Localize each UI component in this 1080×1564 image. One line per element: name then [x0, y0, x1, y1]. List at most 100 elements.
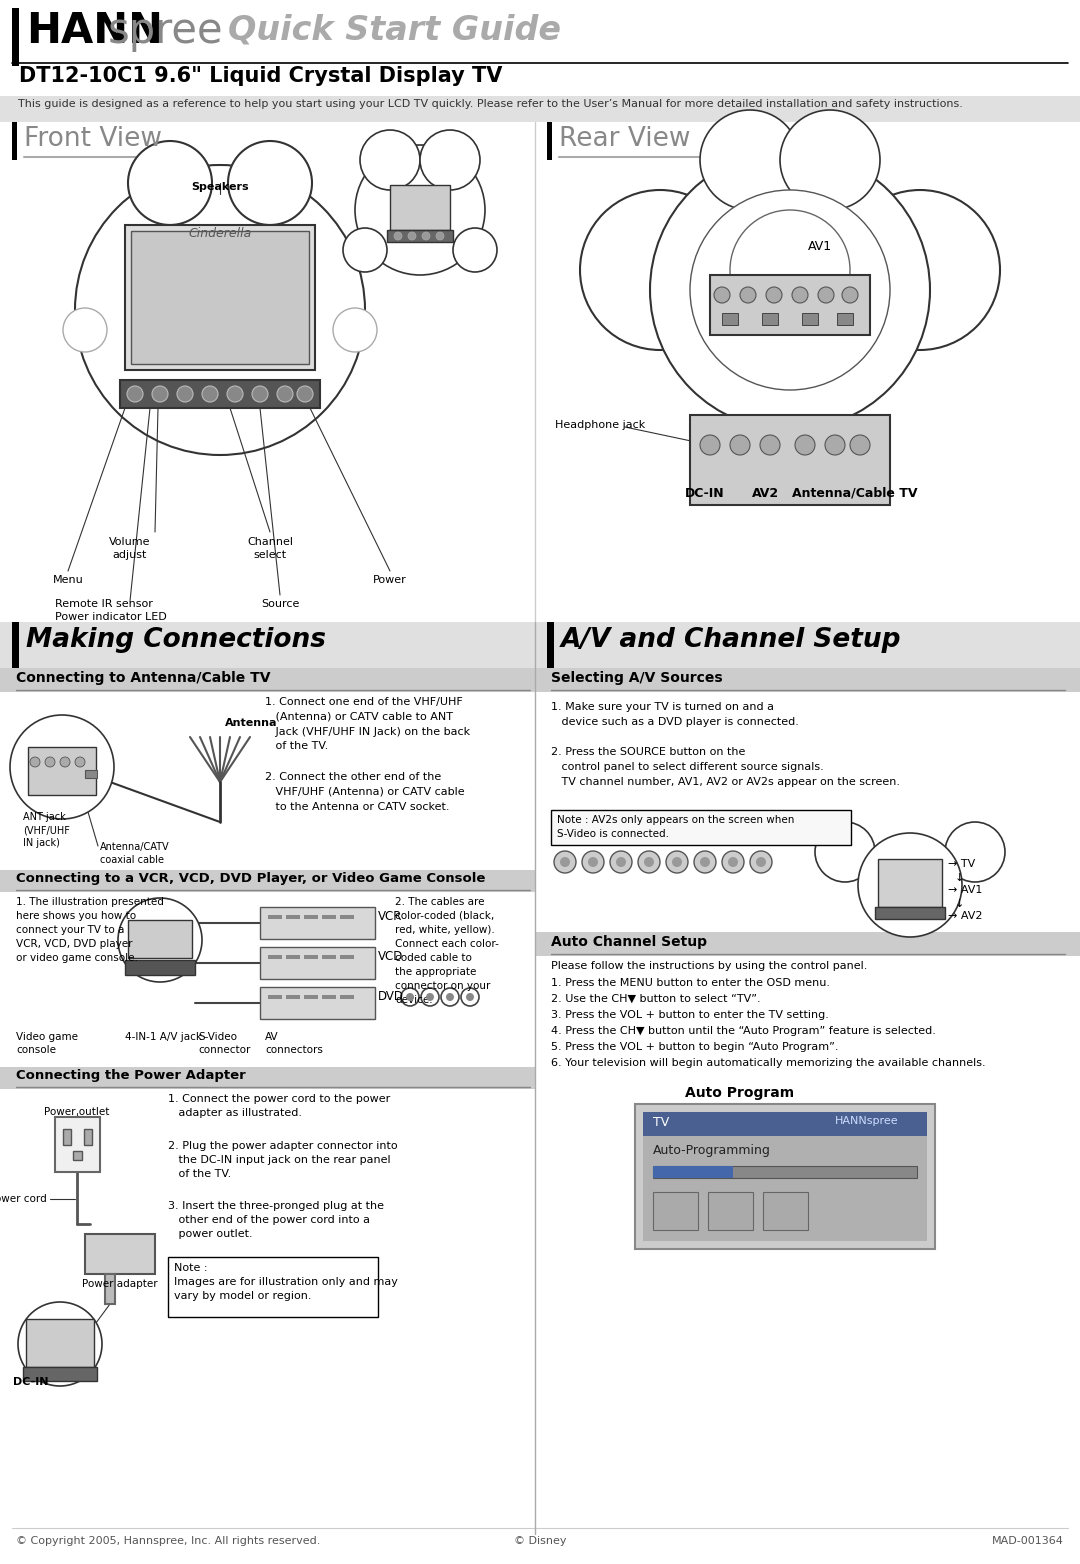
Bar — [0, 122, 1080, 622]
Circle shape — [582, 851, 604, 873]
Circle shape — [202, 386, 218, 402]
Bar — [535, 122, 1080, 160]
Bar — [340, 956, 354, 959]
Circle shape — [18, 1301, 102, 1386]
Circle shape — [580, 189, 740, 350]
Text: Rear View: Rear View — [559, 127, 690, 152]
Circle shape — [421, 988, 438, 1006]
Circle shape — [75, 757, 85, 766]
Circle shape — [610, 851, 632, 873]
Bar — [0, 870, 535, 891]
Circle shape — [75, 164, 365, 455]
Text: 2. The cables are
color-coded (black,
red, white, yellow).
Connect each color-
c: 2. The cables are color-coded (black, re… — [395, 898, 499, 1006]
Circle shape — [343, 228, 387, 272]
Text: Video game
console: Video game console — [16, 1032, 78, 1056]
Bar — [85, 769, 97, 777]
Circle shape — [690, 189, 890, 389]
Text: Volume
adjust: Volume adjust — [109, 536, 151, 560]
Bar — [125, 960, 195, 974]
Text: Making Connections: Making Connections — [26, 627, 326, 654]
Circle shape — [760, 435, 780, 455]
Circle shape — [453, 228, 497, 272]
Text: TV: TV — [653, 1117, 670, 1129]
Text: 4-IN-1 A/V jack: 4-IN-1 A/V jack — [125, 1032, 202, 1042]
Circle shape — [63, 308, 107, 352]
Circle shape — [422, 231, 430, 239]
Text: AV1: AV1 — [808, 239, 832, 253]
Text: Remote IR sensor
Power indicator LED: Remote IR sensor Power indicator LED — [55, 599, 166, 622]
Bar — [84, 1129, 92, 1145]
Text: Auto-Programming: Auto-Programming — [653, 1143, 771, 1157]
Circle shape — [426, 993, 434, 1001]
Text: DVD: DVD — [378, 990, 404, 1004]
Circle shape — [840, 189, 1000, 350]
Bar — [12, 122, 17, 160]
Circle shape — [60, 757, 70, 766]
Circle shape — [700, 435, 720, 455]
Text: ↓: ↓ — [948, 899, 964, 909]
Text: Front View: Front View — [24, 127, 162, 152]
Circle shape — [842, 288, 858, 303]
Circle shape — [694, 851, 716, 873]
Text: 1. Make sure your TV is turned on and a
   device such as a DVD player is connec: 1. Make sure your TV is turned on and a … — [551, 702, 799, 727]
Text: 5. Press the VOL + button to begin “Auto Program”.: 5. Press the VOL + button to begin “Auto… — [551, 1042, 838, 1053]
Circle shape — [561, 857, 570, 866]
Circle shape — [228, 141, 312, 225]
Bar — [535, 622, 1080, 668]
Circle shape — [730, 210, 850, 330]
Circle shape — [850, 435, 870, 455]
Bar — [28, 748, 96, 795]
Text: Power: Power — [373, 576, 407, 585]
Text: 2. Plug the power adapter connector into
   the DC-IN input jack on the rear pan: 2. Plug the power adapter connector into… — [168, 1142, 397, 1179]
Text: → TV: → TV — [948, 859, 975, 870]
Circle shape — [638, 851, 660, 873]
Text: © Copyright 2005, Hannspree, Inc. All rights reserved.: © Copyright 2005, Hannspree, Inc. All ri… — [16, 1536, 321, 1545]
Bar — [802, 313, 818, 325]
Circle shape — [672, 857, 681, 866]
Circle shape — [394, 231, 402, 239]
Circle shape — [360, 130, 420, 189]
Bar — [723, 313, 738, 325]
Text: Channel
select: Channel select — [247, 536, 293, 560]
Text: Antenna/CATV
coaxial cable: Antenna/CATV coaxial cable — [100, 841, 170, 865]
Bar — [168, 1257, 378, 1317]
Text: 3. Insert the three-pronged plug at the
   other end of the power cord into a
  : 3. Insert the three-pronged plug at the … — [168, 1201, 384, 1239]
Text: Auto Channel Setup: Auto Channel Setup — [551, 935, 707, 949]
Circle shape — [644, 857, 654, 866]
Circle shape — [780, 109, 880, 210]
Text: Antenna: Antenna — [225, 718, 278, 727]
Circle shape — [666, 851, 688, 873]
Bar — [85, 1234, 156, 1275]
Circle shape — [792, 288, 808, 303]
Bar — [322, 956, 336, 959]
Bar — [0, 95, 1080, 122]
Bar — [710, 275, 870, 335]
Bar — [260, 946, 375, 979]
Circle shape — [795, 435, 815, 455]
Text: S-Video
connector: S-Video connector — [198, 1032, 251, 1056]
Bar — [286, 956, 300, 959]
Bar — [129, 920, 192, 959]
Bar — [535, 668, 1080, 691]
Text: A/V and Channel Setup: A/V and Channel Setup — [561, 627, 902, 654]
Circle shape — [401, 988, 419, 1006]
Text: Selecting A/V Sources: Selecting A/V Sources — [551, 671, 723, 685]
Text: Please follow the instructions by using the control panel.: Please follow the instructions by using … — [551, 960, 867, 971]
Circle shape — [818, 288, 834, 303]
Text: 1. Press the MENU button to enter the OSD menu.: 1. Press the MENU button to enter the OS… — [551, 978, 831, 988]
Text: Headphone jack: Headphone jack — [555, 421, 645, 430]
Circle shape — [177, 386, 193, 402]
Bar — [260, 987, 375, 1020]
Bar — [55, 1117, 100, 1171]
Text: AV
connectors: AV connectors — [265, 1032, 323, 1056]
Circle shape — [297, 386, 313, 402]
Bar — [643, 1112, 927, 1135]
Text: 1. The illustration presented
here shows you how to
connect your TV to a
VCR, VC: 1. The illustration presented here shows… — [16, 898, 164, 963]
Bar — [105, 1275, 114, 1304]
Bar — [286, 915, 300, 920]
Text: 2. Connect the other end of the
   VHF/UHF (Antenna) or CATV cable
   to the Ant: 2. Connect the other end of the VHF/UHF … — [265, 773, 464, 812]
Circle shape — [616, 857, 626, 866]
Text: Connecting to a VCR, VCD, DVD Player, or Video Game Console: Connecting to a VCR, VCD, DVD Player, or… — [16, 873, 485, 885]
Text: Antenna/Cable TV: Antenna/Cable TV — [793, 486, 918, 500]
Circle shape — [766, 288, 782, 303]
